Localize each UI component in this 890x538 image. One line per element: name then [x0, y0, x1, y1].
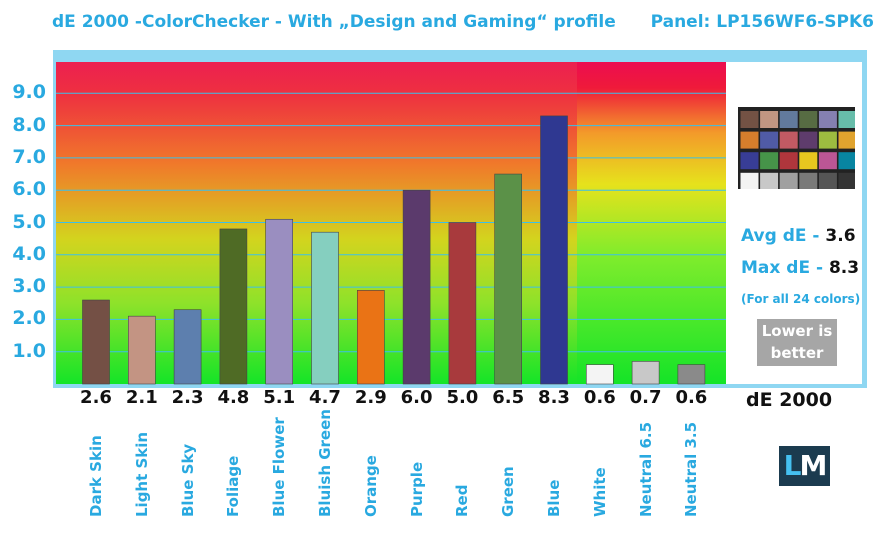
max-de-stat: Max dE - 8.3: [741, 258, 859, 278]
category-label: Green: [499, 466, 518, 517]
bar: [128, 315, 156, 385]
checker-patch: [740, 152, 759, 170]
bar-value-label: 0.6: [675, 387, 708, 408]
y-tick-label: 8.0: [12, 113, 46, 136]
bar: [631, 361, 660, 385]
checker-patch: [838, 111, 857, 128]
bar-value-label: 2.3: [171, 387, 204, 408]
category-label: Dark Skin: [87, 435, 105, 517]
colorchecker-swatch: [738, 107, 857, 190]
bar-value-label: 6.5: [492, 387, 525, 408]
max-de-value: 8.3: [828, 258, 860, 278]
checker-patch: [740, 131, 759, 149]
bar: [585, 364, 614, 385]
y-tick-label: 2.0: [12, 307, 46, 330]
bar-value-label: 8.3: [538, 387, 570, 408]
bar-value-label: 2.1: [125, 387, 158, 408]
checker-patch: [740, 111, 759, 128]
checker-patch: [779, 111, 798, 128]
checker-patch: [799, 131, 818, 149]
category-label: Orange: [361, 455, 380, 517]
avg-de-value: 3.6: [825, 226, 856, 246]
bar: [265, 218, 294, 385]
avg-de-stat: Avg dE - 3.6: [741, 226, 856, 246]
category-label: Bluish Green: [316, 409, 334, 517]
bar-value-label: 4.8: [217, 387, 250, 408]
category-label: Blue: [545, 479, 563, 517]
y-tick-label: 6.0: [12, 178, 46, 201]
bar-value-label: 2.6: [80, 387, 112, 408]
checker-patch: [760, 172, 779, 190]
y-tick-label: 4.0: [12, 242, 46, 265]
checker-patch: [779, 172, 798, 190]
lower-line-2: better: [770, 344, 824, 362]
category-label: Blue Flower: [270, 417, 289, 517]
category-label: Purple: [407, 461, 426, 517]
bar: [540, 115, 568, 385]
panel-label: Panel: LP156WF6-SPK6: [650, 12, 874, 32]
bar: [219, 228, 248, 385]
checker-patch: [779, 131, 798, 149]
logo-letter-m: M: [799, 449, 827, 482]
checker-patch: [838, 152, 857, 170]
category-label: Blue Sky: [178, 443, 197, 517]
checker-patch: [799, 172, 818, 190]
bar: [173, 309, 202, 385]
bar-value-label: 5.1: [263, 387, 296, 408]
bar: [402, 189, 431, 385]
checker-patch: [818, 152, 837, 170]
checker-patch: [799, 111, 818, 128]
checker-patch: [818, 131, 837, 149]
category-label: Neutral 3.5: [682, 421, 701, 517]
metric-label: dE 2000: [746, 389, 833, 411]
category-label: Light Skin: [132, 431, 151, 517]
avg-de-label: Avg dE -: [741, 226, 826, 246]
y-tick-label: 3.0: [12, 275, 46, 298]
laptopmedia-logo: LM: [779, 446, 830, 486]
category-label: Red: [453, 484, 472, 517]
bar: [356, 290, 385, 385]
category-label: Neutral 6.5: [636, 421, 655, 517]
category-label: Foliage: [224, 455, 243, 517]
checker-patch: [838, 172, 857, 190]
checker-patch: [760, 152, 779, 170]
bar: [82, 299, 110, 385]
bar-value-label: 4.7: [309, 387, 341, 408]
bar: [448, 222, 477, 385]
y-tick-label: 9.0: [12, 81, 46, 104]
checker-patch: [740, 172, 759, 190]
bar-value-label: 0.7: [629, 387, 662, 408]
colors-note: (For all 24 colors): [741, 292, 861, 306]
bar-value-label: 6.0: [400, 387, 433, 408]
bar-value-label: 0.6: [583, 387, 616, 408]
y-tick-label: 1.0: [12, 339, 46, 362]
category-label: White: [590, 467, 609, 517]
checker-patch: [818, 111, 837, 128]
y-tick-label: 5.0: [12, 210, 46, 233]
lower-line-1: Lower is: [761, 322, 833, 340]
bar-value-label: 5.0: [446, 387, 479, 408]
lower-is-better-badge: Lower is better: [757, 319, 837, 366]
max-de-label: Max dE -: [741, 258, 829, 278]
y-tick-label: 7.0: [12, 145, 46, 168]
chart-title: dE 2000 -ColorChecker - With „Design and…: [52, 12, 616, 32]
checker-patch: [760, 111, 779, 128]
checker-patch: [760, 131, 779, 149]
bar-value-label: 2.9: [354, 387, 387, 408]
logo-letter-l: L: [783, 449, 802, 482]
checker-patch: [779, 152, 798, 170]
bar: [311, 231, 339, 385]
checker-patch: [838, 131, 857, 149]
colorchecker-grid: [740, 111, 857, 190]
checker-patch: [799, 152, 818, 170]
bar: [677, 364, 706, 385]
checker-patch: [818, 172, 837, 190]
bar: [494, 173, 523, 385]
